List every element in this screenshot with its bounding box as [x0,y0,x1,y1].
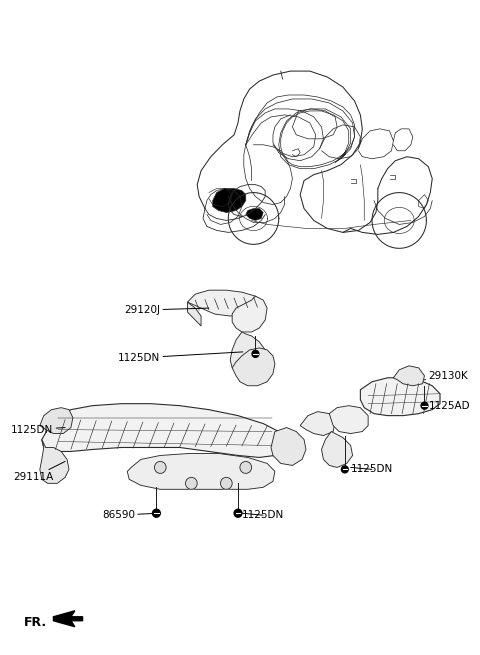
Polygon shape [188,302,201,326]
Text: 29111A: 29111A [13,461,65,482]
Text: 1125AD: 1125AD [424,401,470,411]
Polygon shape [127,453,275,489]
Polygon shape [40,407,73,434]
Circle shape [240,461,252,474]
Text: 1125DN: 1125DN [118,352,243,363]
Circle shape [220,477,232,489]
Polygon shape [40,440,69,483]
Polygon shape [188,290,261,316]
Text: 29120J: 29120J [124,305,209,315]
Polygon shape [230,332,267,376]
Text: 1125DN: 1125DN [242,510,284,520]
Text: 1125DN: 1125DN [11,424,65,434]
Polygon shape [232,348,275,386]
Polygon shape [394,366,424,386]
Text: FR.: FR. [24,616,48,629]
Circle shape [341,466,348,473]
Polygon shape [213,189,246,212]
Polygon shape [53,611,83,627]
Circle shape [186,477,197,489]
Polygon shape [322,432,353,468]
Polygon shape [42,403,287,457]
Circle shape [155,461,166,474]
Polygon shape [271,428,306,466]
Polygon shape [300,411,335,436]
Polygon shape [329,405,368,434]
Text: 1125DN: 1125DN [351,464,393,474]
Circle shape [421,402,428,409]
Circle shape [234,509,242,517]
Polygon shape [232,296,267,332]
Polygon shape [246,208,263,221]
Text: 86590: 86590 [102,510,158,520]
Polygon shape [360,378,440,416]
Circle shape [252,350,259,358]
Text: 29130K: 29130K [424,371,468,381]
Circle shape [153,509,160,517]
